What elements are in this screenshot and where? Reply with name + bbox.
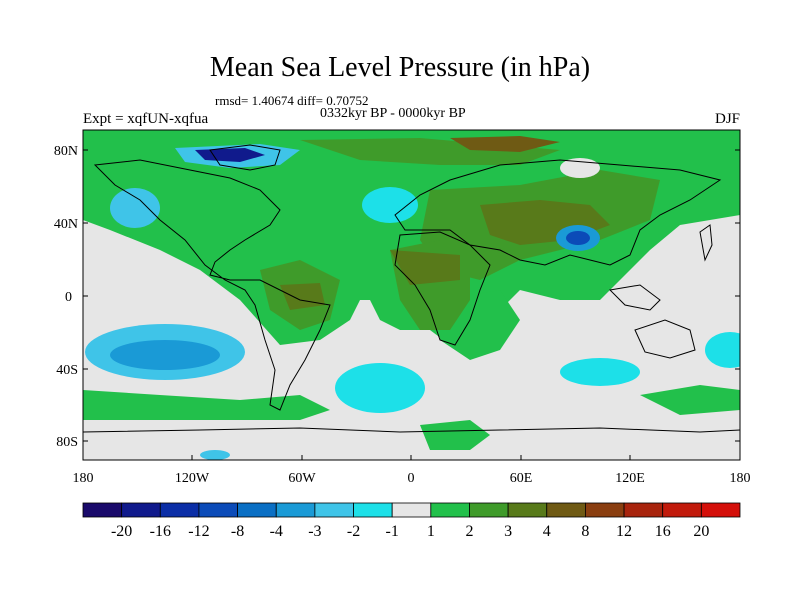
colorbar-swatch <box>82 502 123 518</box>
colorbar-label: -20 <box>111 523 132 540</box>
lon-label-180e: 180 <box>730 471 751 486</box>
lat-label-80n: 80N <box>54 144 78 159</box>
colorbar-swatch <box>585 502 625 518</box>
field-pos-southern <box>83 390 330 420</box>
colorbar-label: 16 <box>655 523 671 540</box>
field-pos-antarctic <box>420 420 490 450</box>
colorbar-swatch <box>198 502 238 518</box>
lon-ticks <box>191 455 631 460</box>
lon-label-180w: 180 <box>73 471 94 486</box>
field-high-amazon <box>280 283 325 310</box>
lon-label-120e: 120E <box>615 471 645 486</box>
colorbar-swatch <box>430 502 470 518</box>
colorbar <box>82 502 741 518</box>
field-pos-south-pac <box>640 385 740 415</box>
colorbar-label: 8 <box>581 523 589 540</box>
coastlines <box>83 144 740 433</box>
experiment-label: Expt = xqfUN-xqfua <box>83 111 209 127</box>
colorbar-label: 4 <box>543 523 551 540</box>
field-neg-spac-core <box>110 340 220 370</box>
colorbar-swatch <box>469 502 509 518</box>
colorbar-label: 2 <box>465 523 473 540</box>
field-neg-npac <box>110 188 160 228</box>
map-title: Mean Sea Level Pressure (in hPa) <box>209 52 591 83</box>
colorbar-swatch <box>662 502 702 518</box>
lat-label-40s: 40S <box>56 363 78 378</box>
lat-label-0: 0 <box>65 290 72 305</box>
colorbar-label: -4 <box>270 523 283 540</box>
period-text: 0332kyr BP - 0000kyr BP <box>320 106 466 121</box>
colorbar-swatch <box>353 502 393 518</box>
lat-label-80s: 80S <box>56 435 78 450</box>
lat-ticks <box>83 149 740 442</box>
colorbar-swatch <box>275 502 316 518</box>
colorbar-label: 3 <box>504 523 512 540</box>
colorbar-swatch <box>314 502 354 518</box>
colorbar-swatch <box>507 502 548 518</box>
field-neg-antarctic <box>200 450 230 460</box>
field-neg-greenland-core <box>195 148 265 162</box>
colorbar-swatch <box>391 502 432 518</box>
lon-label-120w: 120W <box>175 471 210 486</box>
field-high-sahara <box>390 250 460 285</box>
field-high-siberia <box>450 136 560 152</box>
lat-label-40n: 40N <box>54 217 78 232</box>
colorbar-swatch <box>237 502 277 518</box>
colorbar-swatch <box>623 502 664 518</box>
colorbar-swatch <box>700 502 741 518</box>
colorbar-swatch <box>121 502 161 518</box>
colorbar-label: -1 <box>386 523 399 540</box>
colorbar-label: -3 <box>308 523 321 540</box>
colorbar-swatch <box>546 502 586 518</box>
season-label: DJF <box>714 111 740 127</box>
field-neg-spac-east <box>705 332 740 368</box>
colorbar-label: 12 <box>616 523 632 540</box>
colorbar-labels: -20 -16 -12 -8 -4 -3 -2 -1 1 2 3 4 8 12 16 20 <box>111 523 709 540</box>
lon-label-60w: 60W <box>288 471 316 486</box>
colorbar-label: -2 <box>347 523 360 540</box>
colorbar-label: -8 <box>231 523 244 540</box>
colorbar-label: 1 <box>427 523 435 540</box>
colorbar-label: 20 <box>693 523 709 540</box>
lon-label-0: 0 <box>408 471 415 486</box>
colorbar-label: -12 <box>188 523 209 540</box>
colorbar-swatch <box>159 502 200 518</box>
field-neg-tibet-core <box>566 231 590 245</box>
colorbar-label: -16 <box>150 523 171 540</box>
stats-text: rmsd= 1.40674 diff= 0.70752 <box>215 93 369 108</box>
lon-label-60e: 60E <box>510 471 533 486</box>
map-field <box>83 130 740 460</box>
field-neg-sind <box>560 358 640 386</box>
field-neg-natl <box>362 187 418 223</box>
field-neg-satl <box>335 363 425 413</box>
